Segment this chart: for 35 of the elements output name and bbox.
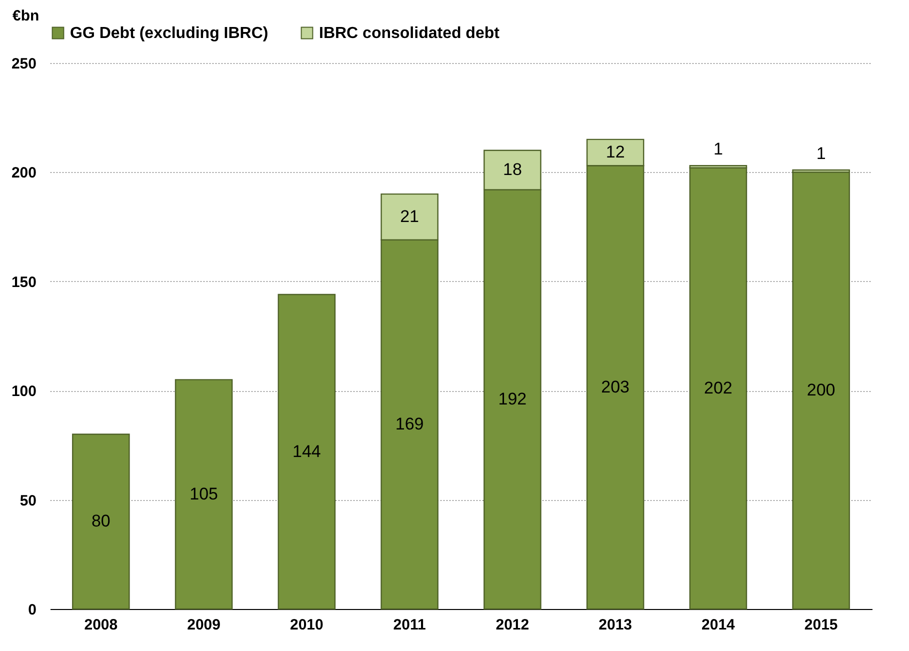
- data-label: 21: [400, 206, 420, 226]
- x-tick-label: 2010: [290, 616, 324, 634]
- data-label: 192: [498, 389, 527, 408]
- x-tick-label: 2013: [598, 616, 632, 634]
- x-tick-label: 2014: [702, 616, 736, 634]
- x-tick-label: 2015: [804, 616, 838, 634]
- y-tick-label: 100: [11, 383, 36, 400]
- y-axis-title: €bn: [12, 8, 40, 24]
- data-label: 200: [806, 380, 836, 400]
- y-tick-label: 150: [11, 274, 36, 291]
- bar: [72, 434, 130, 610]
- data-label: 18: [502, 160, 522, 180]
- x-tick-label: 2009: [187, 616, 220, 634]
- bar: [278, 294, 336, 610]
- data-label: 1: [713, 140, 723, 159]
- legend-label: IBRC consolidated debt: [319, 25, 500, 42]
- bar: [792, 172, 850, 610]
- data-label: 203: [601, 377, 630, 396]
- bar: [689, 167, 748, 610]
- data-label: 105: [190, 484, 218, 504]
- data-label: 144: [292, 442, 321, 461]
- y-tick-label: 0: [28, 602, 36, 618]
- x-tick-label: 2008: [84, 616, 118, 634]
- data-label: 169: [395, 414, 424, 434]
- bar: [174, 379, 233, 610]
- x-tick-label: 2011: [393, 616, 426, 634]
- x-tick-label: 2012: [496, 616, 530, 634]
- y-tick-label: 250: [11, 56, 36, 72]
- y-tick-label: 50: [20, 492, 36, 510]
- data-label: 202: [704, 378, 732, 398]
- legend-label: GG Debt (excluding IBRC): [70, 25, 268, 42]
- data-label: 12: [606, 142, 625, 162]
- data-label: 1: [816, 144, 826, 164]
- data-label: 80: [91, 512, 110, 531]
- y-tick-label: 200: [11, 164, 36, 182]
